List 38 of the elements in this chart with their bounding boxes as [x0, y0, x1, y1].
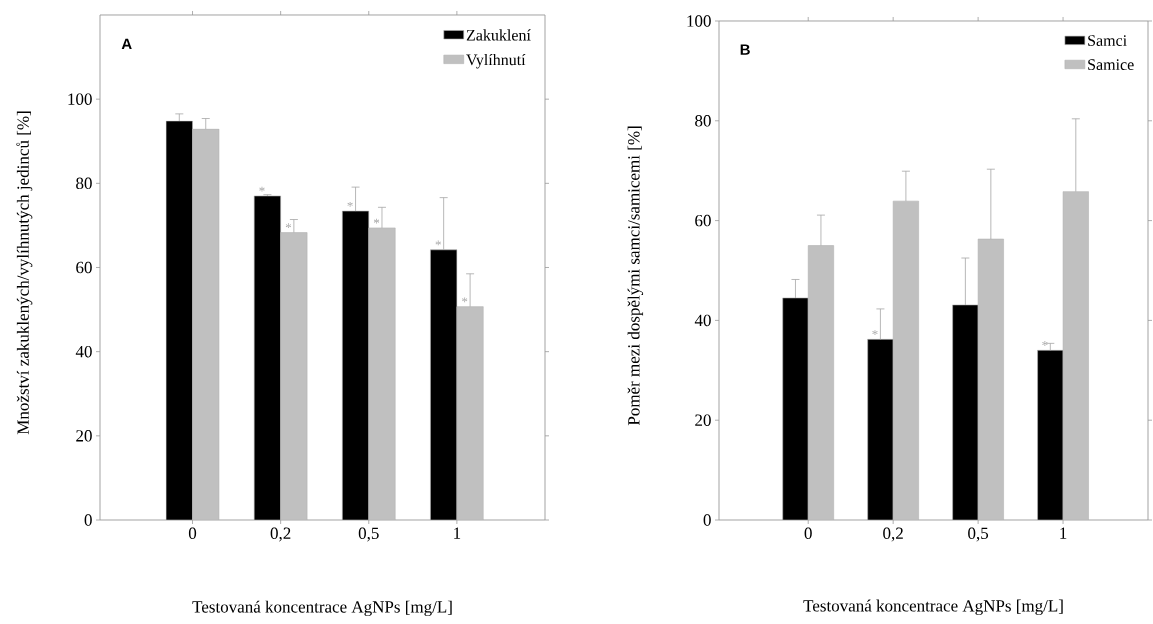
y-tick-label: 0: [703, 514, 711, 526]
y-tick-label: 20: [695, 414, 711, 426]
text: A: [121, 38, 132, 50]
y-tick-label: 20: [76, 430, 92, 442]
y-tick-label: 60: [76, 261, 92, 274]
x-tick-label: 0,2: [270, 527, 291, 542]
annotation: *: [462, 297, 468, 303]
legend-label: Vylíhnutí: [466, 53, 526, 69]
y-tick-label: 100: [687, 15, 711, 27]
annotation: *: [347, 201, 353, 207]
x-tick-label: 0,5: [968, 527, 989, 542]
x-tick-label: 0: [804, 527, 812, 540]
text: B: [740, 44, 750, 55]
annotation: *: [435, 240, 441, 246]
annotation: *: [259, 186, 265, 192]
x-tick-label: 1: [454, 527, 461, 539]
y-tick-label: 0: [84, 514, 92, 526]
y-axis-title: Množství zakuklených/vylíhnutých jedinců [%]: [16, 111, 33, 435]
annotation: *: [285, 223, 292, 229]
y-tick-label: 100: [68, 93, 92, 105]
y-axis-title: Poměr mezi dospělými samci/samicemi [%]: [627, 126, 644, 426]
annotation: *: [872, 330, 878, 335]
x-tick-label: 1: [1060, 527, 1067, 539]
y-tick-label: 60: [695, 214, 711, 227]
annotation: *: [1042, 341, 1048, 346]
x-axis-title: Testovaná koncentrace AgNPs [mg/L]: [192, 600, 452, 617]
x-axis-title: Testovaná koncentrace AgNPs [mg/L]: [803, 599, 1063, 616]
legend-label: Zakuklení: [466, 29, 531, 41]
y-tick-label: 40: [75, 345, 92, 358]
x-tick-label: 0,5: [358, 527, 379, 542]
y-tick-label: 80: [695, 115, 711, 127]
y-tick-label: 40: [694, 314, 711, 327]
y-tick-label: 80: [76, 177, 92, 190]
annotation: *: [373, 218, 380, 224]
x-tick-label: 0,2: [883, 527, 903, 542]
x-tick-label: 0: [188, 527, 197, 540]
legend-label: Samci: [1088, 35, 1127, 46]
legend-label: Samice: [1088, 59, 1134, 71]
